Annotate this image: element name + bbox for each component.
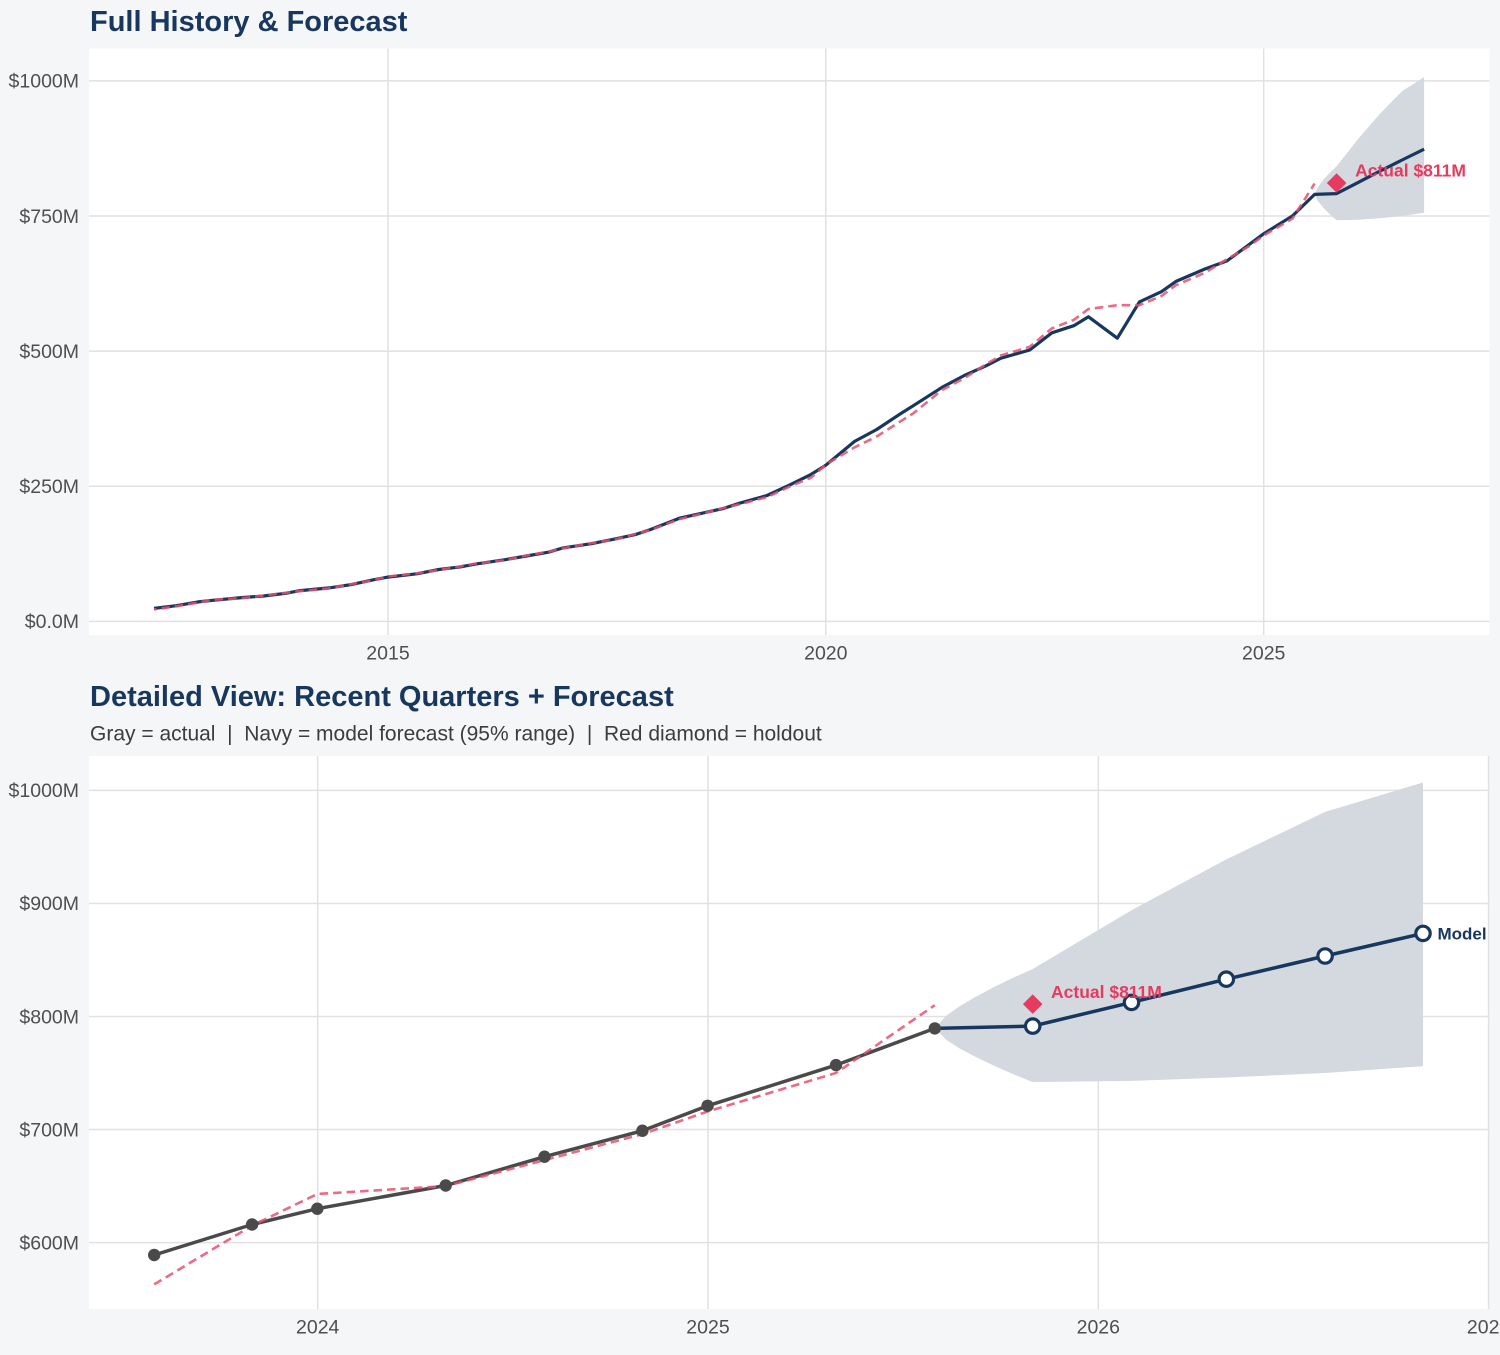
svg-text:2025: 2025 bbox=[1242, 643, 1286, 665]
svg-text:$700M: $700M bbox=[19, 1119, 79, 1141]
svg-text:Detailed View: Recent Quarters: Detailed View: Recent Quarters + Forecas… bbox=[90, 681, 674, 713]
svg-text:$750M: $750M bbox=[19, 206, 79, 228]
svg-text:Actual $811M: Actual $811M bbox=[1355, 161, 1466, 181]
svg-text:2027: 2027 bbox=[1467, 1316, 1500, 1338]
svg-text:2026: 2026 bbox=[1077, 1316, 1120, 1338]
svg-text:2025: 2025 bbox=[686, 1316, 730, 1338]
svg-text:$1000M: $1000M bbox=[9, 71, 79, 93]
svg-text:$500M: $500M bbox=[19, 341, 79, 363]
svg-text:Full History & Forecast: Full History & Forecast bbox=[90, 6, 408, 38]
svg-text:$900M: $900M bbox=[19, 893, 79, 915]
svg-text:Actual $811M: Actual $811M bbox=[1051, 982, 1162, 1002]
svg-text:2015: 2015 bbox=[366, 643, 410, 665]
svg-text:Model: Model bbox=[1438, 924, 1487, 943]
svg-text:$250M: $250M bbox=[19, 476, 79, 498]
svg-text:Gray = actual | Navy = model: Gray = actual | Navy = model forecast (9… bbox=[90, 723, 822, 746]
svg-text:2020: 2020 bbox=[804, 643, 848, 665]
svg-text:2024: 2024 bbox=[296, 1316, 340, 1338]
svg-text:$600M: $600M bbox=[19, 1232, 79, 1254]
svg-text:$800M: $800M bbox=[19, 1006, 79, 1028]
svg-text:$0.0M: $0.0M bbox=[25, 611, 79, 633]
svg-text:$1000M: $1000M bbox=[9, 780, 79, 802]
